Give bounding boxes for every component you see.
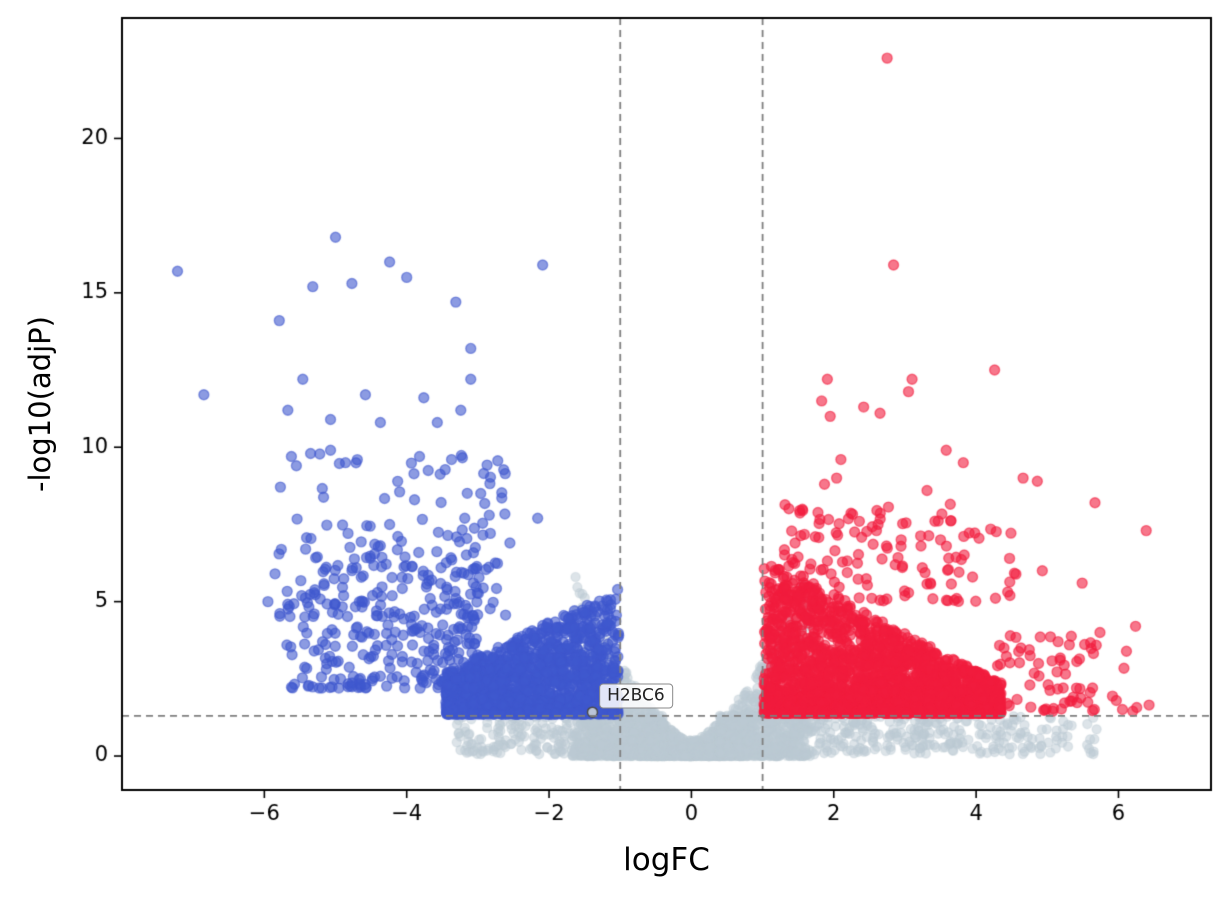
gene-annotation-label: H2BC6 bbox=[599, 683, 673, 709]
y-axis-label: -log10(adjP) bbox=[23, 316, 57, 492]
x-axis-label: logFC bbox=[623, 842, 710, 878]
